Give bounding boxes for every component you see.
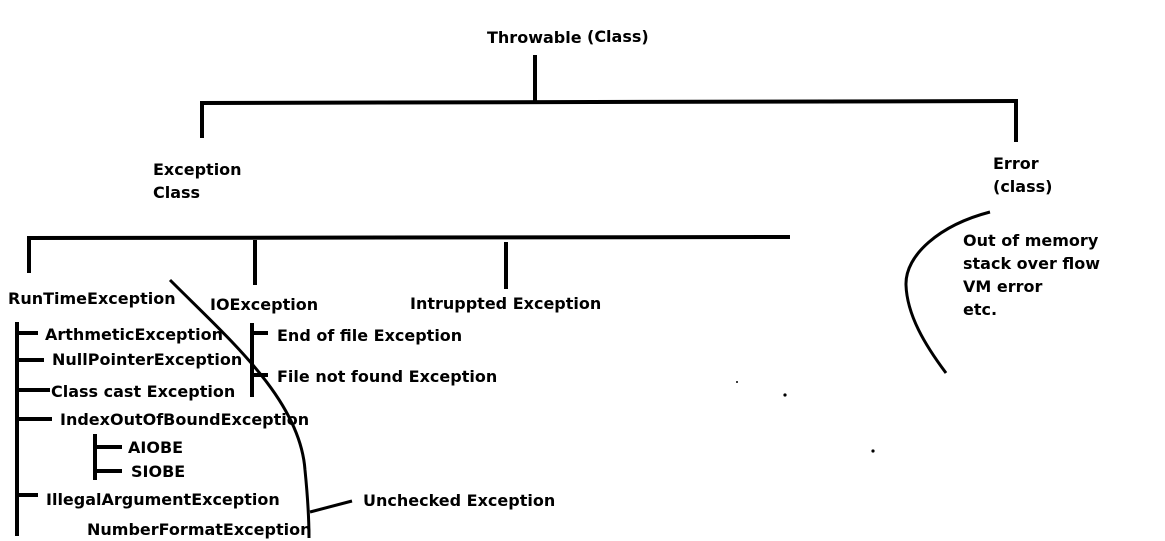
exception-class-label: Class bbox=[153, 183, 201, 202]
error-example: etc. bbox=[963, 300, 998, 319]
throwable-kind-label: (Class) bbox=[587, 27, 649, 46]
exception-bar bbox=[26, 235, 791, 240]
root-bar bbox=[199, 99, 1019, 105]
stray-dot bbox=[736, 381, 738, 383]
index-child-label: AIOBE bbox=[128, 438, 184, 457]
error-label: Error bbox=[993, 154, 1039, 173]
error-example: Out of memory bbox=[963, 231, 1099, 250]
io-exception-label: IOException bbox=[210, 295, 319, 314]
runtime-exception-label: RunTimeException bbox=[8, 289, 176, 308]
io-child-label: File not found Exception bbox=[277, 367, 498, 386]
error-example: stack over flow bbox=[963, 254, 1101, 273]
runtime-child-label: IndexOutOfBoundException bbox=[60, 410, 310, 429]
runtime-child-label: ArthmeticException bbox=[45, 325, 224, 344]
index-child-label: SIOBE bbox=[131, 462, 186, 481]
error-example: VM error bbox=[963, 277, 1043, 296]
unchecked-curve bbox=[168, 278, 311, 538]
stray-dot bbox=[783, 393, 787, 397]
number-format-label: NumberFormatException bbox=[87, 520, 312, 539]
error-curve bbox=[904, 210, 991, 374]
runtime-child-label: NullPointerException bbox=[52, 350, 243, 369]
runtime-child-label: Class cast Exception bbox=[51, 382, 236, 401]
exception-label: Exception bbox=[153, 160, 242, 179]
unchecked-exception-label: Unchecked Exception bbox=[363, 491, 556, 510]
throwable-label: Throwable bbox=[487, 28, 582, 47]
error-class-label: (class) bbox=[993, 177, 1053, 196]
stray-dot bbox=[871, 449, 875, 453]
io-child-label: End of file Exception bbox=[277, 326, 463, 345]
illegal-argument-label: IllegalArgumentException bbox=[46, 490, 280, 509]
unchecked-pointer bbox=[309, 499, 353, 514]
interrupted-exception-label: Intruppted Exception bbox=[410, 294, 602, 313]
